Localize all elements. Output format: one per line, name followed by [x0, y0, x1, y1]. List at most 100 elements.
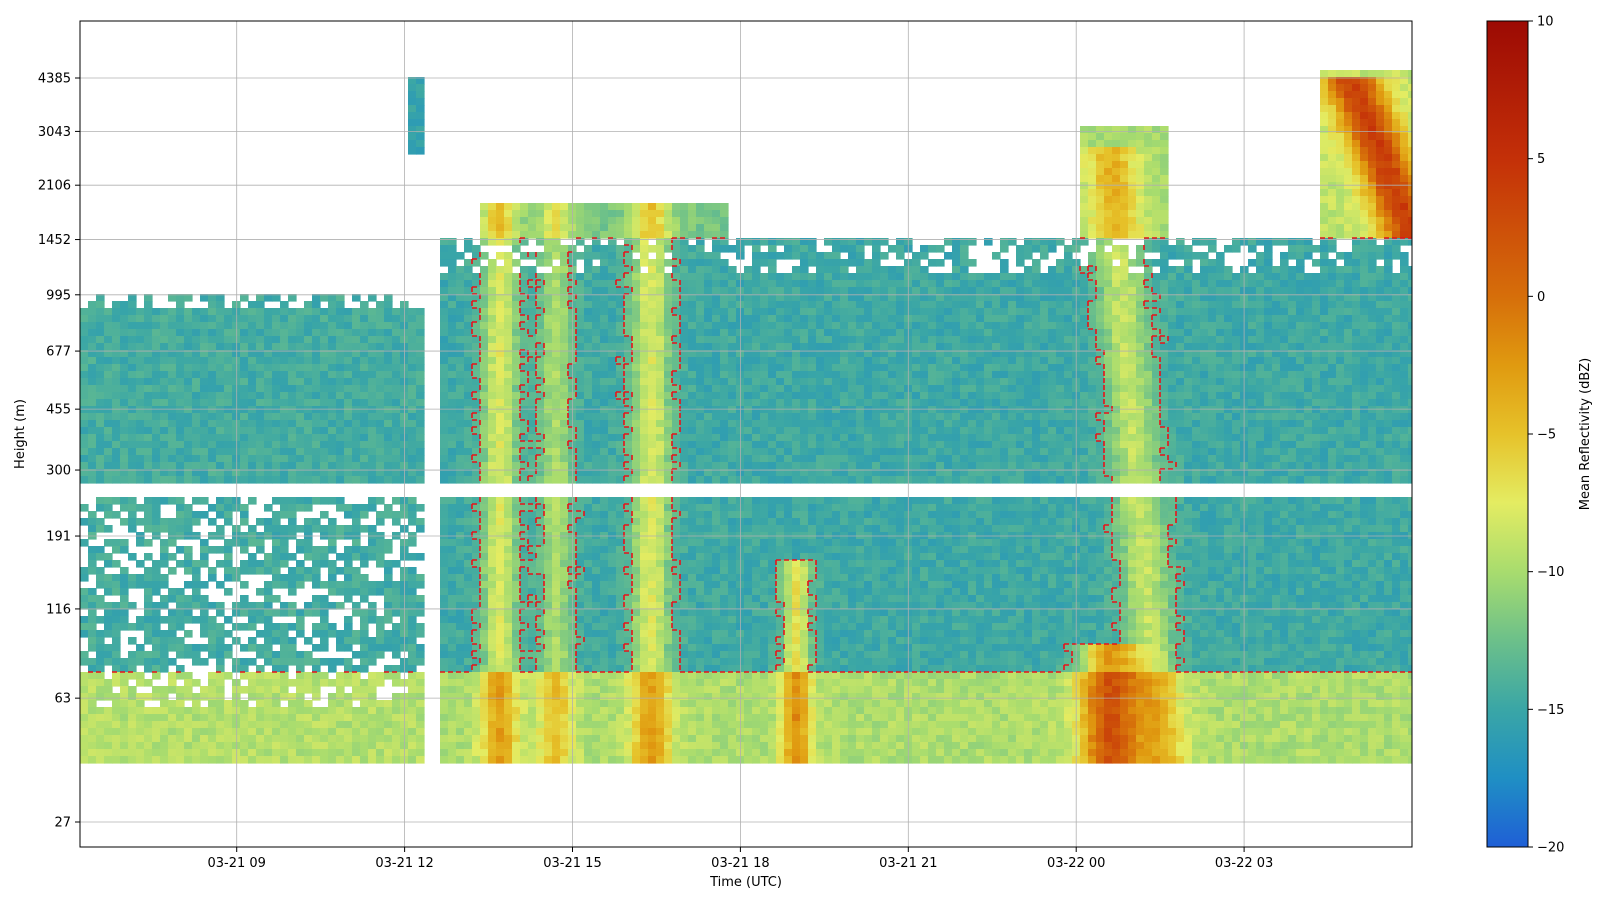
- heat-cell: [608, 385, 617, 393]
- heat-cell: [600, 371, 609, 379]
- heat-cell: [632, 616, 641, 624]
- heat-cell: [480, 581, 489, 589]
- heat-cell: [688, 728, 697, 736]
- heat-cell: [456, 266, 465, 274]
- heat-cell: [656, 224, 665, 232]
- heat-cell: [456, 476, 465, 484]
- heat-cell: [264, 749, 273, 757]
- heat-cell: [416, 455, 425, 463]
- heat-cell: [560, 441, 569, 449]
- heat-cell: [480, 539, 489, 547]
- heat-cell: [536, 658, 545, 666]
- heat-cell: [80, 406, 89, 414]
- heat-cell: [576, 455, 585, 463]
- heat-cell: [256, 469, 265, 477]
- heat-cell: [80, 378, 89, 386]
- heat-cell: [320, 602, 329, 610]
- heat-cell: [528, 322, 537, 330]
- heat-cell: [608, 651, 617, 659]
- heat-cell: [544, 294, 553, 302]
- heat-cell: [664, 595, 673, 603]
- heat-cell: [280, 553, 289, 561]
- heat-cell: [240, 735, 249, 743]
- heat-cell: [512, 343, 521, 351]
- heat-cell: [352, 294, 361, 302]
- heat-cell: [328, 399, 337, 407]
- heat-cell: [656, 602, 665, 610]
- heat-cell: [528, 231, 537, 239]
- heat-cell: [496, 637, 505, 645]
- heat-cell: [152, 308, 161, 316]
- heat-cell: [144, 679, 153, 687]
- heat-cell: [536, 378, 545, 386]
- heat-cell: [600, 658, 609, 666]
- heat-cell: [632, 294, 641, 302]
- heat-cell: [224, 539, 233, 547]
- heat-cell: [336, 301, 345, 309]
- heat-cell: [464, 700, 473, 708]
- heat-cell: [368, 686, 377, 694]
- heat-cell: [680, 315, 689, 323]
- heat-cell: [696, 392, 705, 400]
- heat-cell: [712, 462, 721, 470]
- heat-cell: [200, 399, 209, 407]
- heat-cell: [360, 714, 369, 722]
- heat-cell: [576, 217, 585, 225]
- heat-cell: [448, 273, 457, 281]
- heat-cell: [192, 511, 201, 519]
- heat-cell: [408, 364, 417, 372]
- heat-cell: [144, 651, 153, 659]
- heat-cell: [200, 315, 209, 323]
- heat-cell: [168, 399, 177, 407]
- heat-cell: [416, 700, 425, 708]
- heat-cell: [648, 329, 657, 337]
- heat-cell: [408, 574, 417, 582]
- heat-cell: [624, 315, 633, 323]
- heat-cell: [80, 357, 89, 365]
- heat-cell: [648, 217, 657, 225]
- heat-cell: [480, 287, 489, 295]
- heat-cell: [496, 497, 505, 505]
- heat-cell: [664, 392, 673, 400]
- heat-cell: [200, 686, 209, 694]
- heat-cell: [328, 721, 337, 729]
- heat-cell: [488, 665, 497, 673]
- heat-cell: [552, 567, 561, 575]
- heat-cell: [576, 749, 585, 757]
- heat-cell: [240, 686, 249, 694]
- heat-cell: [208, 322, 217, 330]
- heat-cell: [704, 651, 713, 659]
- heat-cell: [464, 308, 473, 316]
- heat-cell: [88, 749, 97, 757]
- heat-cell: [224, 357, 233, 365]
- heat-cell: [80, 413, 89, 421]
- heat-cell: [600, 420, 609, 428]
- heat-cell: [544, 602, 553, 610]
- heat-cell: [368, 434, 377, 442]
- heat-cell: [320, 469, 329, 477]
- heat-cell: [608, 588, 617, 596]
- heat-cell: [688, 280, 697, 288]
- heat-cell: [544, 357, 553, 365]
- heat-cell: [200, 455, 209, 463]
- heat-cell: [296, 560, 305, 568]
- heat-cell: [392, 441, 401, 449]
- heat-cell: [504, 357, 513, 365]
- heat-cell: [600, 434, 609, 442]
- heat-cell: [264, 707, 273, 715]
- heat-cell: [680, 280, 689, 288]
- heat-cell: [464, 357, 473, 365]
- heat-cell: [544, 441, 553, 449]
- heat-cell: [616, 630, 625, 638]
- heat-cell: [528, 462, 537, 470]
- heat-cell: [304, 448, 313, 456]
- heat-cell: [120, 742, 129, 750]
- heat-cell: [368, 728, 377, 736]
- heat-cell: [608, 406, 617, 414]
- heat-cell: [528, 266, 537, 274]
- heat-cell: [408, 329, 417, 337]
- heat-cell: [624, 504, 633, 512]
- heat-cell: [232, 322, 241, 330]
- heat-cell: [632, 476, 641, 484]
